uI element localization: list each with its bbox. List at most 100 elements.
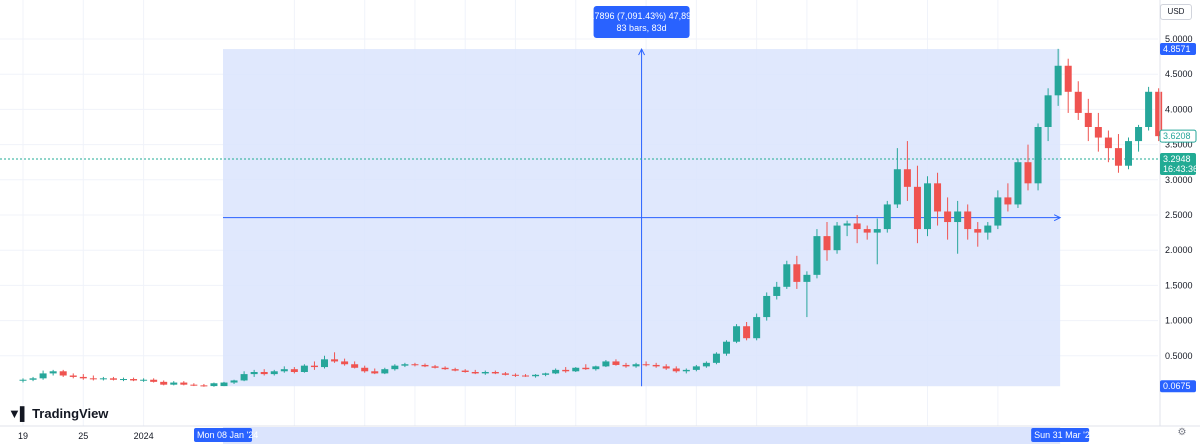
candle-body (974, 229, 982, 233)
candle-body (371, 371, 379, 374)
candle-body (321, 359, 328, 368)
range-start-date-label: Mon 08 Jan '24 (194, 428, 258, 442)
time-tick-label: 25 (78, 431, 88, 441)
measure-bars-text: 83 bars, 83d (617, 23, 667, 33)
price-tick-label: 1.0000 (1165, 316, 1193, 326)
candle-body (270, 371, 278, 375)
candle-body (723, 341, 730, 354)
measure-change-text: 4.7896 (7,091.43%) 47,896 (587, 11, 696, 21)
candle-body (532, 374, 540, 377)
price-tick-label: 3.0000 (1165, 175, 1193, 185)
price-tick-label: 4.5000 (1165, 69, 1193, 79)
candle-body (612, 361, 620, 365)
candle-body (662, 366, 670, 369)
candle-body (592, 366, 600, 370)
candle-body (331, 359, 339, 362)
candle-body (461, 370, 469, 372)
price-scale[interactable]: 0.5000 1.0000 1.5000 2.0000 2.5000 3.0000 3.50… (1159, 0, 1193, 426)
candle-body (783, 264, 791, 287)
candle-body (1155, 91, 1163, 137)
candle-body (130, 379, 138, 381)
candle-body (190, 384, 198, 386)
candle-body (280, 369, 288, 372)
marker-price-label: 3.2948 16:43:36 (1160, 153, 1198, 176)
candle-body (994, 197, 1002, 226)
candle-body (99, 378, 107, 380)
candle-body (1004, 197, 1012, 205)
candle-body (441, 367, 449, 370)
current-price-text: 3.6208 (1163, 131, 1191, 141)
candle-body (391, 365, 399, 370)
candle-body (903, 169, 911, 187)
tradingview-logo-icon: ▼▌ (8, 406, 29, 421)
candle-body (964, 211, 972, 230)
candle-body (712, 353, 720, 363)
price-tick-label: 2.5000 (1165, 210, 1193, 220)
candle-body (552, 369, 560, 374)
candle-body (1094, 127, 1102, 138)
candle-body (290, 369, 298, 372)
candle-body (260, 371, 268, 375)
candle-body (1104, 137, 1112, 149)
candle-body (501, 373, 509, 375)
price-tick-label: 4.0000 (1165, 104, 1193, 114)
candle-body (19, 379, 27, 381)
price-tick-label: 1.5000 (1165, 280, 1193, 290)
price-tick-label: 3.5000 (1165, 140, 1193, 150)
candle-body (793, 264, 801, 282)
candle-body (300, 365, 308, 372)
candle-body (120, 379, 127, 381)
candle-body (773, 286, 781, 296)
candle-body (451, 369, 459, 371)
candle-body (682, 369, 690, 372)
candle-body (200, 385, 208, 387)
time-range-highlight (223, 427, 1061, 444)
price-tick-label: 5.0000 (1165, 34, 1193, 44)
candle-body (913, 186, 921, 230)
candle-body (642, 364, 650, 366)
candle-body (853, 223, 861, 230)
candle-body (753, 317, 761, 339)
candle-body (411, 364, 419, 366)
tradingview-logo: ▼▌ TradingView (8, 406, 108, 421)
candle-body (1054, 65, 1062, 96)
currency-button[interactable]: USD (1160, 4, 1192, 20)
candle-body (341, 361, 349, 365)
candle-body (1135, 127, 1143, 142)
high-price-text: 4.8571 (1163, 44, 1191, 54)
candle-body (1024, 162, 1032, 184)
candle-body (481, 371, 489, 374)
candle-body (803, 274, 811, 282)
candle-body (944, 211, 952, 223)
candle-body (924, 183, 931, 230)
measure-arrow-right-icon (1053, 214, 1062, 222)
candle-body (883, 204, 891, 230)
candle-body (230, 380, 238, 383)
candle-body (1074, 91, 1082, 113)
candle-body (69, 375, 77, 377)
brand-text: TradingView (32, 406, 109, 421)
marker-price-text: 3.2948 (1163, 154, 1191, 164)
candle-body (381, 369, 389, 374)
candle-body (672, 368, 680, 372)
candle-body (582, 367, 590, 370)
candle-body (622, 364, 630, 367)
candle-body (401, 364, 409, 366)
candle-body (240, 374, 248, 381)
range-start-date-text: Mon 08 Jan '24 (197, 430, 258, 440)
candle-body (652, 364, 660, 367)
candle-body (743, 326, 751, 339)
candle-body (522, 375, 529, 377)
candle-body (934, 183, 942, 212)
low-price-text: 0.0675 (1163, 381, 1191, 391)
candle-body (89, 378, 97, 380)
gear-icon[interactable]: ⚙ (1177, 427, 1187, 438)
time-tick-label: 2024 (134, 431, 154, 441)
price-tick-label: 2.0000 (1165, 245, 1193, 255)
candle-body (351, 364, 359, 368)
candle-body (361, 367, 369, 372)
low-price-label: 0.0675 (1160, 380, 1196, 393)
candle-body (1125, 141, 1132, 166)
candle-body (1084, 112, 1092, 127)
